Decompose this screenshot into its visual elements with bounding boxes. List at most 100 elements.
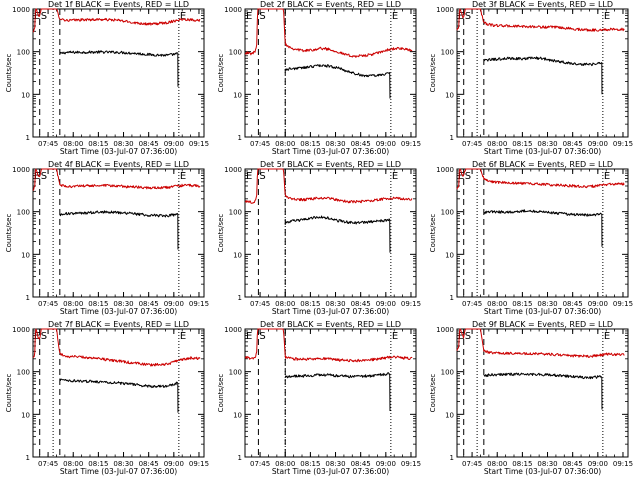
panel-title: Det 3f BLACK = Events, RED = LLD [472,0,613,9]
detector-panel: Det 5f BLACK = Events, RED = LLD 1 10 100 10… [217,160,421,316]
x-tick-label: 09:15 [189,460,209,468]
y-tick-label: 10 [21,251,30,259]
lld-series-line [456,8,625,32]
y-tick-label: 100 [229,209,242,217]
x-tick-label: 07:45 [250,140,270,148]
x-axis-label: Start Time (03-Jul-07 07:36:00) [484,307,601,316]
panel-title: Det 8f BLACK = Events, RED = LLD [260,320,401,329]
detector-panel: Det 7f BLACK = Events, RED = LLD 1 10 100 10… [5,320,209,476]
x-axis-label: Start Time (03-Jul-07 07:36:00) [484,147,601,156]
x-tick-label: 08:00 [275,140,295,148]
x-tick-label: 09:00 [588,300,608,308]
x-tick-label: 08:45 [139,300,159,308]
marker-s: S [465,331,471,342]
x-tick-label: 09:15 [613,460,633,468]
x-tick-label: 08:15 [300,140,320,148]
marker-s: S [41,331,47,342]
x-tick-label: 09:15 [189,300,209,308]
events-series-line [284,64,391,99]
y-tick-label: 100 [229,49,242,57]
marker-e-left: E [34,331,40,342]
lld-series-line [245,8,413,58]
x-tick-label: 08:15 [88,140,108,148]
x-tick-label: 09:15 [613,140,633,148]
x-tick-label: 08:00 [487,460,507,468]
y-tick-label: 1000 [436,6,454,14]
y-tick-label: 100 [17,209,30,217]
x-tick-label: 08:45 [563,460,583,468]
y-tick-label: 1000 [224,166,242,174]
marker-e-right: E [180,11,186,22]
y-tick-label: 10 [445,411,454,419]
y-axis-label: Counts/sec [429,54,437,93]
marker-e-right: E [604,331,610,342]
detector-panel: Det 1f BLACK = Events, RED = LLD 1 10 100 10… [5,0,209,156]
plot-frame [32,8,205,138]
marker-e-right: E [180,171,186,182]
plot-frame [244,328,417,458]
marker-s: S [465,11,471,22]
x-tick-label: 08:15 [512,460,532,468]
y-tick-label: 10 [21,91,30,99]
x-tick-label: 09:00 [376,140,396,148]
lld-series-line [244,168,413,204]
x-tick-label: 08:15 [300,460,320,468]
plot-frame [32,328,205,458]
events-series-line [284,372,391,412]
detector-panel: Det 3f BLACK = Events, RED = LLD 1 10 100 10… [429,0,633,156]
y-tick-label: 1000 [436,326,454,334]
x-axis-label: Start Time (03-Jul-07 07:36:00) [484,467,601,476]
lld-series-line [32,328,201,367]
marker-e-right: E [180,331,186,342]
lld-series-line [32,8,201,33]
detector-panel: Det 2f BLACK = Events, RED = LLD 1 10 100 10… [217,0,421,156]
events-series-line [59,50,179,87]
x-tick-label: 08:30 [325,300,345,308]
marker-e-left: E [246,331,252,342]
y-tick-label: 1 [238,294,242,302]
panel-title: Det 4f BLACK = Events, RED = LLD [48,160,189,169]
x-tick-label: 08:30 [113,140,133,148]
events-series-line [284,215,391,253]
y-tick-label: 1 [26,134,30,142]
x-tick-label: 08:30 [325,460,345,468]
x-tick-label: 08:15 [300,300,320,308]
x-tick-label: 08:00 [275,300,295,308]
events-series-line [483,209,603,247]
y-tick-label: 1000 [224,6,242,14]
events-series-line [483,372,603,410]
y-tick-label: 100 [441,369,454,377]
x-tick-label: 09:15 [401,300,421,308]
marker-e-left: E [458,171,464,182]
y-tick-label: 1000 [436,166,454,174]
marker-e-right: E [392,171,398,182]
x-tick-label: 08:45 [563,140,583,148]
x-tick-label: 08:45 [351,140,371,148]
x-tick-label: 08:45 [139,140,159,148]
x-tick-label: 08:00 [275,460,295,468]
plot-frame [456,328,629,458]
y-tick-label: 1000 [12,326,30,334]
y-tick-label: 100 [229,369,242,377]
x-tick-label: 08:15 [88,460,108,468]
x-tick-label: 08:00 [487,140,507,148]
y-tick-label: 100 [17,369,30,377]
lld-series-line [244,328,413,363]
x-tick-label: 07:45 [38,300,58,308]
x-tick-label: 08:30 [113,460,133,468]
y-tick-label: 1000 [224,326,242,334]
x-tick-label: 09:00 [164,140,184,148]
y-tick-label: 1 [26,294,30,302]
x-tick-label: 07:45 [462,300,482,308]
y-tick-label: 1000 [12,6,30,14]
events-series-line [59,378,179,413]
marker-e-left: E [34,11,40,22]
detector-panel: Det 4f BLACK = Events, RED = LLD 1 10 100 10… [5,160,209,316]
y-axis-label: Counts/sec [429,374,437,413]
x-tick-label: 08:30 [537,300,557,308]
x-tick-label: 09:15 [189,140,209,148]
marker-e-left: E [34,171,40,182]
marker-e-left: E [458,331,464,342]
y-tick-label: 1 [450,294,454,302]
x-tick-label: 07:45 [250,300,270,308]
